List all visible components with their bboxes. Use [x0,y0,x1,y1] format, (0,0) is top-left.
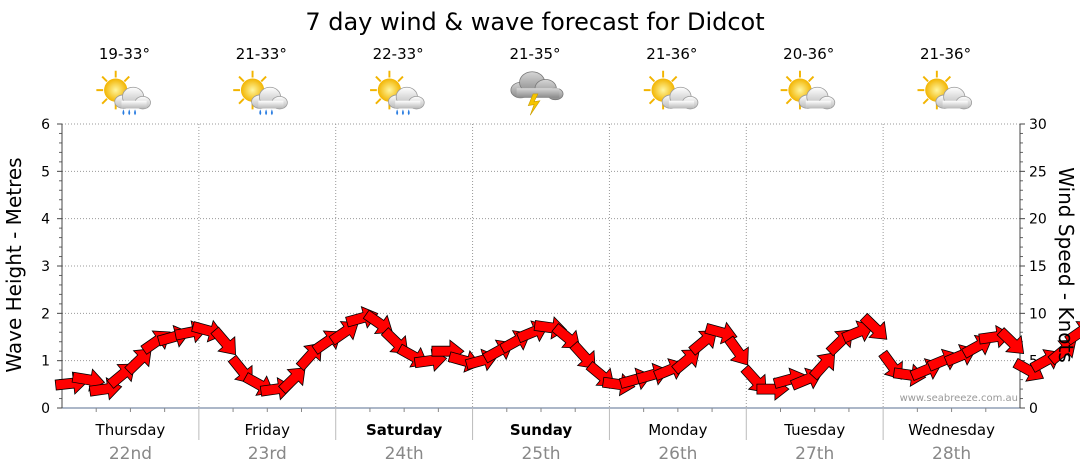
right-tick-label: 15 [1029,259,1047,275]
day-label: Tuesday [783,421,845,439]
wind-arrow [1047,339,1077,366]
wind-arrow [724,335,749,366]
left-tick-label: 6 [41,117,50,133]
left-tick-label: 4 [41,212,50,228]
day-labels: Thursday 22nd Friday 23rd Saturday 24th Sunday… [95,408,995,464]
right-tick-label: 25 [1029,164,1047,180]
right-tick-label: 0 [1029,401,1038,417]
temperature-label: 21-36° [646,45,697,63]
date-label: 25th [521,444,560,464]
chart-title: 7 day wind & wave forecast for Didcot [305,8,764,36]
temperature-label: 21-35° [509,45,560,63]
sun-cloud-icon [642,69,699,111]
date-label: 26th [658,444,697,464]
day-label: Friday [245,421,291,439]
temperature-label: 21-36° [920,45,971,63]
wind-arrow [210,326,237,356]
wind-arrow [328,321,359,346]
date-label: 27th [795,444,834,464]
wind-arrow [671,349,700,375]
wind-arrow [569,340,596,369]
plot-area [62,124,1020,409]
watermark: www.seabreeze.com.au [900,393,1018,404]
temperature-label: 20-36° [783,45,834,63]
wind-arrow [808,352,836,381]
wind-arrow [859,312,888,340]
day-label: Wednesday [908,421,995,439]
sun-cloud-icon [779,69,836,111]
wind-arrow-series [54,306,1080,401]
sun-cloud-rain-icon [369,69,426,116]
left-tick-label: 2 [41,306,50,322]
day-label: Saturday [366,421,443,439]
wind-arrow [841,320,874,344]
sun-cloud-rain-icon [232,69,289,116]
temperature-labels: 19-33° 21-33° 22-33° 21-35° 21-36° 20-36° 21-3… [99,45,971,63]
wind-arrow [996,327,1025,354]
day-label: Thursday [95,421,166,439]
grid-lines [62,123,1020,408]
left-tick-label: 5 [41,164,50,180]
right-tick-label: 20 [1029,212,1047,228]
temperature-label: 22-33° [373,45,424,63]
y-right-axis-title: Wind Speed - Knots [1054,167,1078,363]
left-tick-label: 3 [41,259,50,275]
wind-arrow [124,348,152,376]
date-label: 23rd [248,444,287,464]
storm-cloud-lightning-icon [510,71,564,116]
day-label: Sunday [510,421,573,439]
weather-icons [95,69,973,116]
left-tick-label: 1 [41,354,50,370]
temperature-label: 21-33° [236,45,287,63]
left-axis: 0 1 2 3 4 5 6 [41,117,63,417]
wind-arrow [688,330,718,356]
y-left-axis-title: Wave Height - Metres [2,157,26,372]
date-label: 28th [932,444,971,464]
wind-arrow [1064,321,1080,346]
right-tick-label: 10 [1029,306,1047,322]
date-label: 24th [385,444,424,464]
right-tick-label: 30 [1029,117,1047,133]
sun-cloud-rain-icon [95,69,152,116]
temperature-label: 19-33° [99,45,150,63]
left-tick-label: 0 [41,401,50,417]
date-label: 22nd [109,444,152,464]
plot-frame [62,124,1020,408]
sun-cloud-icon [916,69,973,111]
wind-arrow [278,367,306,395]
day-label: Monday [648,421,707,439]
